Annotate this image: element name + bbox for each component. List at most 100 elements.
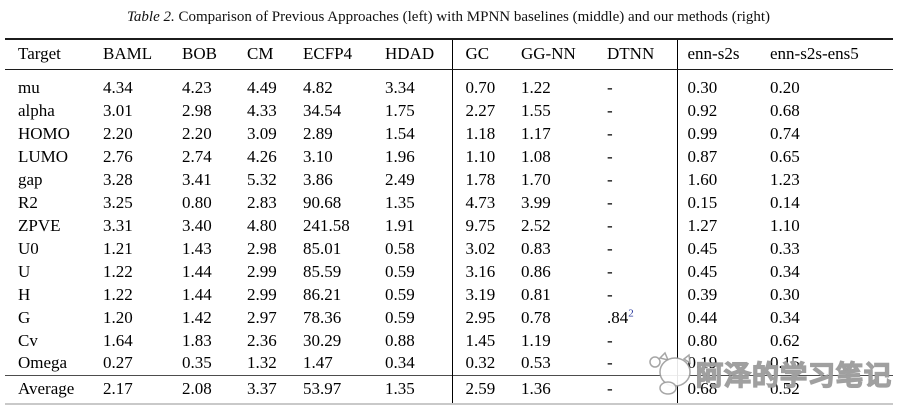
table-cell: 0.58 (385, 237, 453, 260)
table-cell: 0.14 (770, 192, 800, 212)
table-cell: 3.41 (182, 169, 212, 189)
table-cell: 0.27 (103, 353, 133, 373)
table-cell: 86.21 (303, 284, 342, 304)
table-cell: - (607, 283, 678, 306)
table-cell: 1.44 (182, 261, 212, 281)
table-cell: 78.36 (303, 307, 342, 327)
table-cell: 1.21 (103, 238, 133, 258)
column-header-dtnn: DTNN (607, 38, 678, 70)
table-cell: 0.30 (687, 77, 718, 97)
table-cell: 1.83 (182, 330, 212, 350)
row-label: alpha (18, 100, 55, 120)
spacer-cell (303, 69, 385, 76)
table-cell: 90.68 (303, 192, 342, 212)
spacer-cell (677, 69, 770, 76)
row-label: mu (18, 77, 40, 97)
table-cell: 0.74 (770, 123, 800, 143)
table-cell: 1.75 (385, 99, 453, 122)
table-cell: 0.15 (687, 192, 718, 212)
table-cell: - (607, 260, 678, 283)
table-cell: 1.42 (182, 307, 212, 327)
table-cell: 0.80 (182, 192, 212, 212)
table-row: Cv 1.64 1.83 2.36 30.29 0.88 1.45 1.19 -0.80 0.62 (5, 329, 893, 352)
table-cell: 3.09 (247, 123, 277, 143)
table-cell: - (607, 99, 678, 122)
table-cell: 1.55 (521, 100, 551, 120)
table-cell: 1.35 (385, 374, 453, 404)
table-cell: 0.81 (521, 284, 551, 304)
table-cell: 2.59 (452, 374, 521, 404)
table-cell: 0.59 (385, 283, 453, 306)
spacer-cell (247, 69, 303, 76)
table-row: G 1.20 1.42 2.97 78.36 0.59 2.95 0.78 .842 0.44 0.… (5, 306, 893, 329)
row-label: U (18, 261, 31, 281)
table-cell: 2.83 (247, 192, 277, 212)
table-cell: 0.78 (521, 307, 551, 327)
table-cell: 1.32 (247, 353, 277, 373)
footnote-superscript: 2 (628, 306, 634, 319)
table-cell: - (607, 214, 678, 237)
table-cell: 0.33 (770, 238, 800, 258)
table-row: ZPVE 3.31 3.40 4.80 241.58 1.91 9.75 2.52 -1.27 1… (5, 214, 893, 237)
table-cell: 1.10 (465, 146, 496, 166)
table-cell: 0.59 (385, 260, 453, 283)
row-label: Omega (18, 353, 68, 373)
table-cell: 0.59 (385, 306, 453, 329)
spacer-cell (770, 69, 893, 76)
table-cell: 4.82 (303, 77, 333, 97)
table-cell: 0.45 (687, 261, 718, 281)
table-cell: 85.59 (303, 261, 342, 281)
table-cell: 4.80 (247, 215, 277, 235)
table-cell: 1.70 (521, 169, 551, 189)
table-cell: 4.26 (247, 146, 277, 166)
column-header-target: Target (5, 38, 103, 70)
table-cell: 34.54 (303, 100, 342, 120)
table-cell: 2.74 (182, 146, 212, 166)
column-header-baml: BAML (103, 38, 182, 70)
row-label: G (18, 307, 31, 327)
table-cell: 0.15 (770, 353, 800, 373)
table-row: mu 4.34 4.23 4.49 4.82 3.34 0.70 1.22 -0.30 0.20 (5, 76, 893, 99)
results-table: Target BAML BOB CM ECFP4 HDAD GC GG-NN D… (5, 38, 893, 405)
table-cell: 0.92 (687, 100, 718, 120)
table-cell: 0.34 (770, 307, 800, 327)
table-cell: 1.19 (521, 330, 551, 350)
table-cell: 2.20 (103, 123, 133, 143)
table-cell: 3.01 (103, 100, 133, 120)
table-cell: 1.96 (385, 145, 453, 168)
table-cell: 2.49 (385, 168, 453, 191)
table-row: alpha 3.01 2.98 4.33 34.54 1.75 2.27 1.55 -0.92 0… (5, 99, 893, 122)
caption-label: Table 2. (126, 9, 175, 25)
table-cell: - (607, 374, 678, 404)
spacer-cell (607, 69, 678, 76)
table-cell: 0.80 (687, 330, 718, 350)
row-label: gap (18, 169, 43, 189)
column-header-ecfp4: ECFP4 (303, 38, 385, 70)
table-cell: 4.73 (465, 192, 496, 212)
spacer-cell (452, 69, 521, 76)
table-cell: - (607, 329, 678, 352)
table-cell: 1.10 (770, 215, 800, 235)
table-cell: - (607, 237, 678, 260)
table-cell: 0.35 (182, 353, 212, 373)
row-label: ZPVE (18, 215, 61, 235)
column-header-gg-nn: GG-NN (521, 38, 607, 70)
table-cell: 1.35 (385, 191, 453, 214)
column-header-gc: GC (452, 38, 521, 70)
spacer-cell (521, 69, 607, 76)
table-cell: 0.68 (677, 374, 770, 404)
table-cell: 30.29 (303, 330, 342, 350)
table-cell: 1.36 (521, 374, 607, 404)
table-cell: 2.08 (182, 374, 247, 404)
table-cell: 3.99 (521, 192, 551, 212)
table-cell: 0.68 (770, 100, 800, 120)
table-row: H 1.22 1.44 2.99 86.21 0.59 3.19 0.81 -0.39 0.30 (5, 283, 893, 306)
table-cell: 1.27 (687, 215, 718, 235)
row-label: HOMO (18, 123, 70, 143)
table-cell: 2.36 (247, 330, 277, 350)
table-cell: 3.19 (465, 284, 496, 304)
table-cell: 3.25 (103, 192, 133, 212)
table-cell: 1.91 (385, 214, 453, 237)
table-cell: 4.23 (182, 77, 212, 97)
